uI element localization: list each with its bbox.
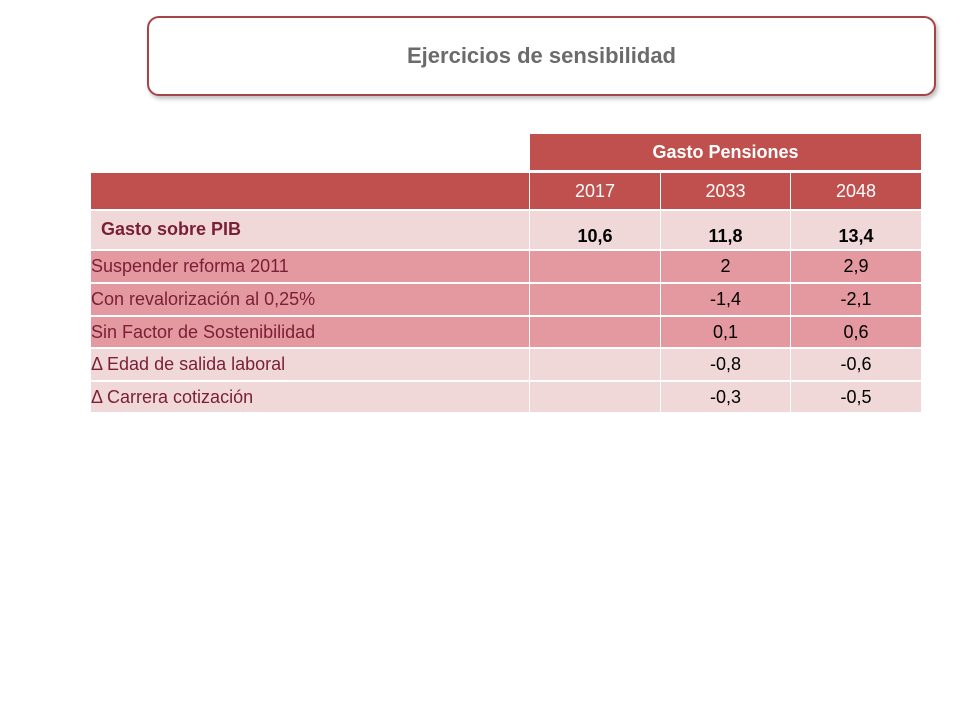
table-row-label: Sin Factor de Sostenibilidad [91,317,529,347]
page-title: Ejercicios de sensibilidad [407,43,676,68]
table-cell: 0,6 [791,317,921,347]
table-cell: -0,6 [791,349,921,380]
year-header-2048: 2048 [791,173,921,209]
table-cell: -0,8 [661,349,790,380]
table-cell [530,349,660,380]
table-cell [530,382,660,412]
table-cell: 2 [661,251,790,282]
table-cell: -1,4 [661,284,790,315]
table-cell: 2,9 [791,251,921,282]
year-header-2033: 2033 [661,173,790,209]
group-header: Gasto Pensiones [530,134,921,170]
table-cell [530,317,660,347]
table-cell: -2,1 [791,284,921,315]
year-header-2017: 2017 [530,173,660,209]
table-row-label: Suspender reforma 2011 [91,251,529,282]
table-row-label: Δ Edad de salida laboral [91,349,529,380]
table-cell [530,284,660,315]
table-cell: 0,1 [661,317,790,347]
title-box: Ejercicios de sensibilidad [147,16,936,96]
table-cell: -0,3 [661,382,790,412]
main-row-value-2033: 11,8 [661,211,790,249]
table-row-label: Δ Carrera cotización [91,382,529,412]
table-row-label: Con revalorización al 0,25% [91,284,529,315]
years-header-label-cell [91,173,529,209]
main-row-value-2048: 13,4 [791,211,921,249]
table-cell: -0,5 [791,382,921,412]
main-row-value-2017: 10,6 [530,211,660,249]
table-cell [530,251,660,282]
main-row-label: Gasto sobre PIB [91,211,529,249]
